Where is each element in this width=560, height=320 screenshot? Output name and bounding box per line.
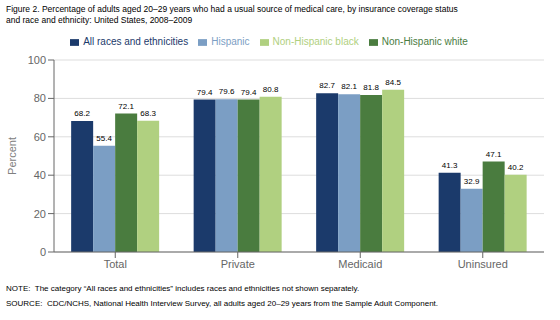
svg-text:100: 100 [28,54,46,66]
html-text:Hispanic: Hispanic [211,36,250,47]
svg-text:40.2: 40.2 [508,163,524,172]
svg-text:79.4: 79.4 [241,88,257,97]
svg-text:55.4: 55.4 [96,134,112,143]
svg-text:60: 60 [34,131,46,143]
html-text:NOTE: The category “All races: NOTE: The category “All races and ethnic… [6,284,360,293]
svg-text:81.8: 81.8 [363,83,379,92]
svg-text:82.1: 82.1 [341,82,357,91]
svg-text:68.3: 68.3 [140,109,156,118]
svg-text:40: 40 [34,169,46,181]
html-text:All races and ethnicities: All races and ethnicities [83,36,189,47]
svg-text:80.8: 80.8 [263,85,279,94]
svg-text:41.3: 41.3 [442,161,458,170]
svg-text:Private: Private [221,258,255,270]
svg-text:Total: Total [104,258,127,270]
svg-text:Percent: Percent [8,137,18,175]
svg-text:68.2: 68.2 [74,109,90,118]
svg-text:Uninsured: Uninsured [458,258,508,270]
svg-text:47.1: 47.1 [486,150,502,159]
html-text:SOURCE: CDC/NCHS, National Hea: SOURCE: CDC/NCHS, National Health Interv… [6,299,439,308]
svg-text:84.5: 84.5 [385,78,401,87]
svg-text:20: 20 [34,208,46,220]
html-text:and race and ethnicity: United: and race and ethnicity: United States, 2… [6,15,193,25]
svg-text:72.1: 72.1 [118,102,134,111]
svg-text:79.6: 79.6 [219,87,235,96]
html-text:Figure 2. Percentage of adults: Figure 2. Percentage of adults aged 20–2… [6,4,458,14]
svg-text:32.9: 32.9 [464,177,480,186]
html-text:Non-Hispanic black: Non-Hispanic black [272,36,359,47]
svg-text:82.7: 82.7 [319,81,335,90]
svg-text:0: 0 [40,246,46,258]
html-text:Non-Hispanic white: Non-Hispanic white [381,36,468,47]
svg-text:79.4: 79.4 [197,88,213,97]
svg-text:80: 80 [34,92,46,104]
svg-text:Medicaid: Medicaid [338,258,382,270]
